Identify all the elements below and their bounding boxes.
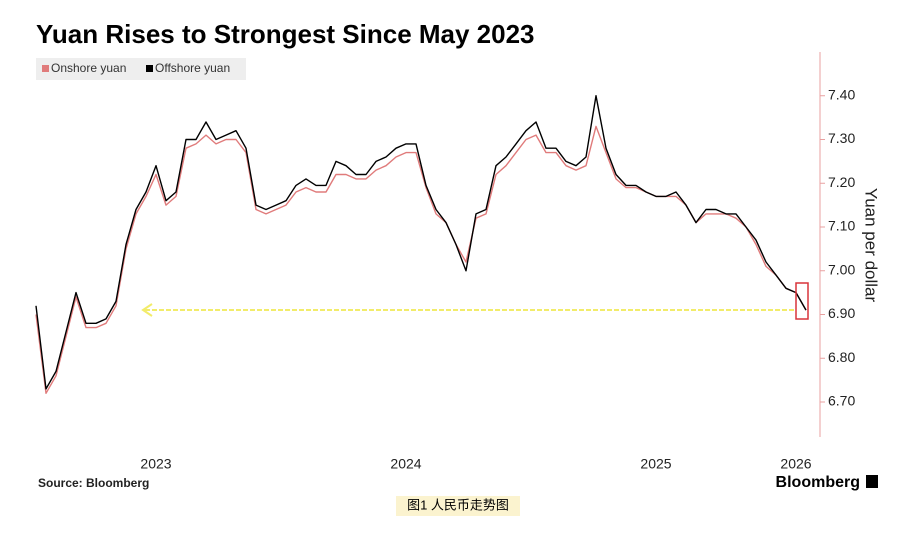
x-tick-label: 2023	[140, 456, 171, 472]
x-tick-label: 2024	[390, 456, 421, 472]
annotation-arrow	[141, 303, 153, 317]
y-tick-label: 7.30	[828, 130, 855, 146]
y-tick-label: 7.10	[828, 218, 855, 234]
y-tick-label: 7.00	[828, 261, 855, 277]
y-tick-label: 7.40	[828, 86, 855, 102]
caption-box	[396, 496, 520, 516]
y-tick-label: 6.90	[828, 305, 855, 321]
series-line	[35, 95, 807, 390]
source: Source: Bloomberg	[38, 476, 149, 490]
logo: Bloomberg	[776, 474, 860, 491]
legend-label: Onshore yuan	[51, 61, 126, 75]
legend-box	[36, 58, 246, 80]
x-tick-label: 2026	[780, 456, 811, 472]
series-line	[35, 125, 807, 394]
y-tick-label: 6.80	[828, 349, 855, 365]
y-tick-label: 6.70	[828, 393, 855, 409]
chart-title: Yuan Rises to Strongest Since May 2023	[36, 19, 535, 49]
legend-label: Offshore yuan	[155, 61, 230, 75]
y-axis-title: Yuan per dollar	[862, 188, 881, 303]
logo-icon	[866, 475, 878, 488]
x-tick-label: 2025	[640, 456, 671, 472]
legend-swatch	[146, 65, 153, 72]
plot: 6.70 6.80 6.90 7.00 7.10 7.20 7.30 7.40 2023 2024…	[35, 61, 855, 472]
annotation-box	[795, 282, 809, 320]
y-tick-label: 7.20	[828, 174, 855, 190]
legend-swatch	[42, 65, 49, 72]
caption: 图1 人民币走势图	[407, 497, 509, 512]
